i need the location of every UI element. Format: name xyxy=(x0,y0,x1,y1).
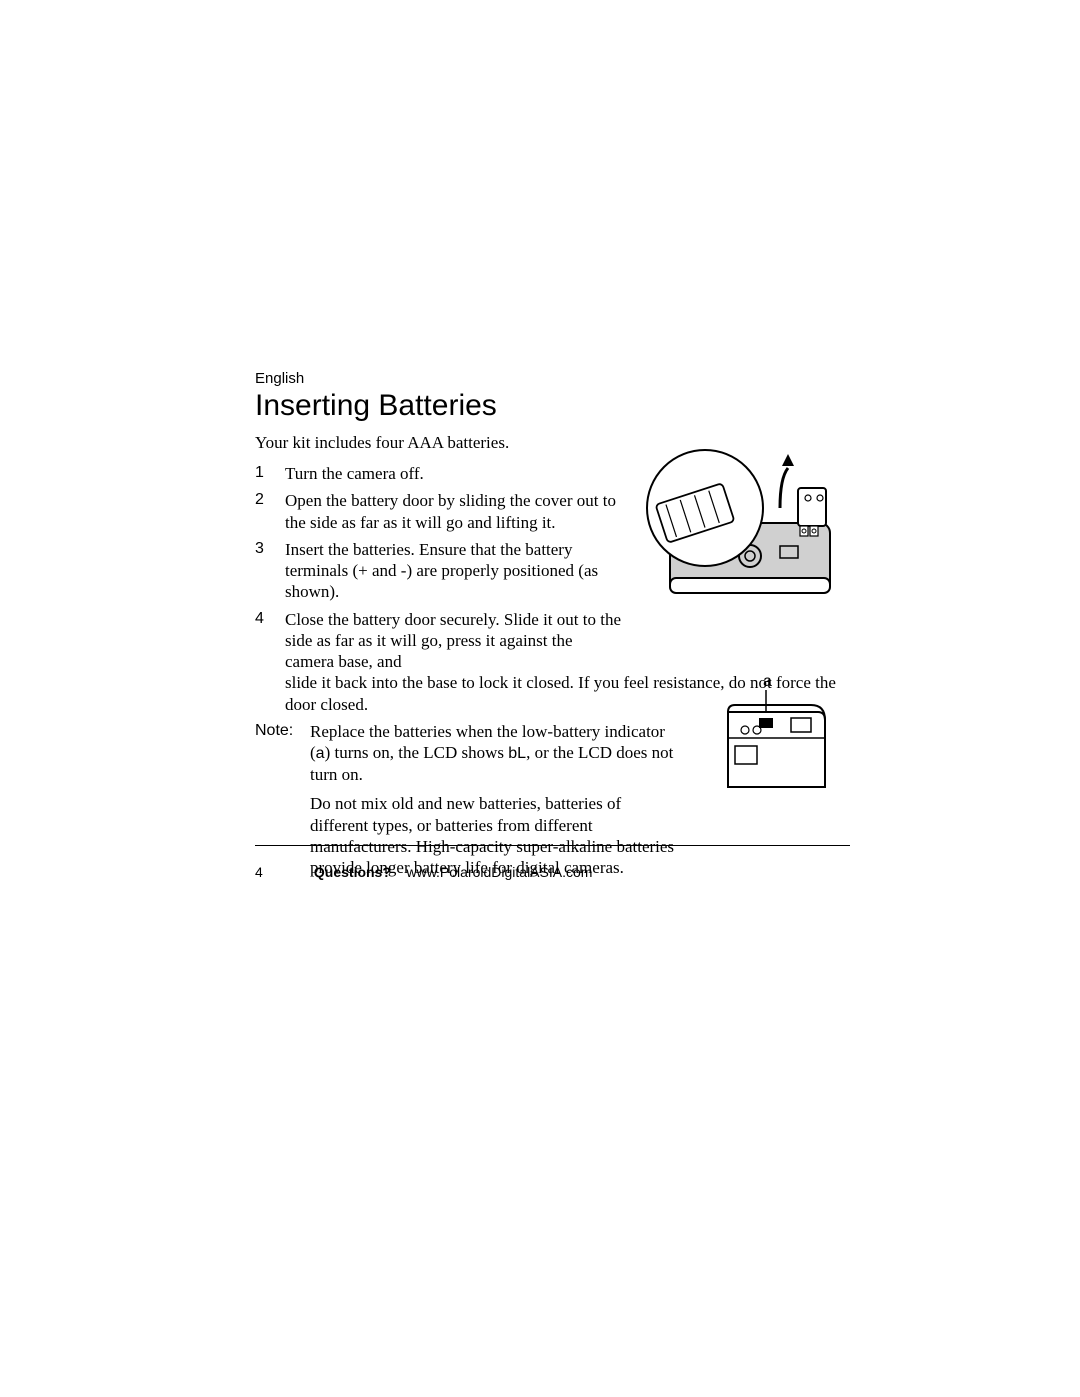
manual-page: English Inserting Batteries Your kit inc… xyxy=(0,0,1080,1397)
page-title: Inserting Batteries xyxy=(255,389,850,423)
step-number: 1 xyxy=(255,463,285,484)
language-label: English xyxy=(255,370,850,387)
battery-insert-illustration xyxy=(630,448,850,608)
callout-a-label: a xyxy=(763,673,772,690)
page-footer: 4 Questions? www.PolaroidDigitalASIA.com xyxy=(255,845,850,880)
step4-line1: Close the battery door securely. Slide i… xyxy=(285,609,850,673)
step-number: 4 xyxy=(255,609,285,715)
step-number: 3 xyxy=(255,539,285,603)
footer-questions-label: Questions? xyxy=(314,864,391,880)
note-lcd-code: bL xyxy=(508,745,526,762)
note-indicator-a: a xyxy=(316,745,325,762)
note-text: ) turns on, the LCD shows xyxy=(325,743,509,762)
low-battery-indicator-illustration: a xyxy=(713,672,833,792)
footer-url: www.PolaroidDigitalASIA.com xyxy=(406,864,592,880)
page-number: 4 xyxy=(255,864,310,880)
step-number: 2 xyxy=(255,490,285,533)
